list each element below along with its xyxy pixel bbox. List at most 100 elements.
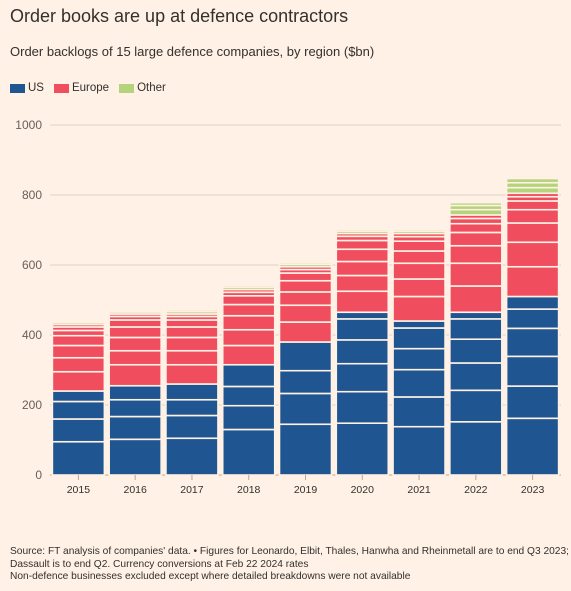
bar-segment-europe-2017-2	[165, 336, 219, 352]
bar-segment-europe-2017-3	[165, 326, 219, 339]
bar-segment-europe-2022-1	[449, 262, 503, 287]
bar-segment-other-2023-0	[505, 186, 560, 195]
bar-segment-europe-2018-1	[221, 328, 276, 347]
bar-segment-us-2023-2	[505, 355, 560, 387]
bar-segment-us-2022-0	[449, 420, 503, 476]
bar-segment-europe-2022-3	[449, 231, 503, 247]
bar-segment-europe-2021-0	[392, 295, 446, 322]
y-tick-label-800: 800	[22, 188, 42, 202]
legend: US Europe Other	[10, 82, 166, 94]
bar-segment-europe-2022-0	[449, 285, 503, 314]
bar-segment-us-2016-3	[108, 384, 162, 401]
legend-label-us: US	[28, 82, 44, 94]
bar-segment-us-2023-0	[505, 417, 560, 476]
bar-segment-us-2018-3	[221, 363, 276, 388]
bar-segment-us-2020-1	[335, 390, 390, 425]
bar-segment-other-2020-1	[335, 228, 390, 232]
x-tick-label-2015: 2015	[67, 484, 91, 496]
bar-segment-us-2017-2	[165, 398, 219, 417]
bar-segment-other-2019-1	[278, 261, 333, 266]
x-tick-label-2019: 2019	[294, 484, 318, 496]
bar-segment-europe-2015-1	[51, 356, 106, 373]
bar-segment-europe-2016-3	[108, 326, 162, 339]
bar-segment-europe-2018-3	[221, 303, 276, 317]
bar-segment-europe-2016-2	[108, 336, 162, 352]
bar-segment-europe-2020-1	[335, 274, 390, 293]
stacked-bar-chart: 0 200 400 600 800 1000 2015 2016 2017 2018 2019 202…	[15, 118, 561, 496]
bar-segment-europe-2021-1	[392, 278, 446, 298]
bar-segment-us-2020-5	[335, 311, 390, 320]
bar-segment-europe-2019-4	[278, 272, 333, 282]
bar-segment-europe-2016-0	[108, 363, 162, 387]
y-tick-label-600: 600	[22, 258, 42, 272]
bar-segment-europe-2017-4	[165, 319, 219, 328]
bar-segment-us-2021-0	[392, 425, 446, 476]
bar-segment-europe-2019-0	[278, 321, 333, 343]
bar-segment-europe-2020-0	[335, 290, 390, 314]
y-tick-label-200: 200	[22, 398, 42, 412]
bar-segment-europe-2015-0	[51, 370, 106, 392]
legend-item-other: Other	[119, 82, 166, 94]
x-tick-label-2017: 2017	[180, 484, 204, 496]
x-tick-label-2021: 2021	[407, 484, 431, 496]
bar-segment-europe-2022-2	[449, 244, 503, 265]
bar-segment-us-2018-0	[221, 428, 276, 476]
bar-segment-us-2023-5	[505, 295, 560, 310]
bar-segment-europe-2023-1	[505, 241, 560, 268]
legend-label-other: Other	[137, 82, 166, 94]
bar-segment-us-2020-2	[335, 362, 390, 393]
bar-segment-europe-2018-0	[221, 344, 276, 366]
bar-segment-europe-2019-2	[278, 291, 333, 307]
bar-segment-us-2016-1	[108, 415, 162, 441]
legend-item-us: US	[10, 82, 44, 94]
bar-segment-us-2017-1	[165, 414, 219, 440]
bar-segment-us-2022-4	[449, 318, 503, 340]
source-line-2: Dassault is to end Q2. Currency conversi…	[10, 558, 309, 570]
bar-segment-europe-2020-3	[335, 248, 390, 263]
bar-segment-other-2021-1	[392, 228, 446, 232]
bar-segment-us-2019-0	[278, 423, 333, 476]
bar-segment-us-2023-4	[505, 308, 560, 330]
bar-segment-europe-2023-3	[505, 208, 560, 224]
bar-segment-other-2016-1	[108, 309, 162, 313]
bar-segment-europe-2023-0	[505, 265, 560, 298]
bar-segment-europe-2015-2	[51, 344, 106, 359]
bar-segment-us-2018-1	[221, 404, 276, 431]
bar-segment-europe-2021-3	[392, 250, 446, 265]
source-line-3: Non-defence businesses excluded except w…	[10, 571, 411, 582]
bar-segment-europe-2021-4	[392, 240, 446, 252]
legend-label-europe: Europe	[71, 82, 110, 94]
chart-subtitle: Order backlogs of 15 large defence compa…	[10, 44, 375, 59]
bar-segment-europe-2015-3	[51, 334, 106, 347]
source-line-1: Source: FT analysis of companies' data. …	[10, 546, 569, 557]
legend-swatch-europe	[53, 83, 69, 93]
bar-segment-us-2022-5	[449, 311, 503, 320]
x-tick-label-2020: 2020	[351, 484, 375, 496]
bar-segment-us-2020-4	[335, 318, 390, 341]
bar-segment-us-2023-3	[505, 327, 560, 358]
bar-segment-other-2017-1	[165, 309, 219, 313]
bar-segment-us-2021-5	[392, 320, 446, 329]
bar-segment-us-2022-3	[449, 338, 503, 364]
bar-segment-us-2021-2	[392, 368, 446, 398]
bar-segment-europe-2023-4	[505, 200, 560, 211]
x-tick-label-2022: 2022	[464, 484, 488, 496]
bar-segment-europe-2019-1	[278, 304, 333, 323]
source-note: Source: FT analysis of companies' data. …	[10, 546, 569, 584]
bar-segment-us-2018-2	[221, 385, 276, 407]
bar-segment-us-2015-0	[51, 440, 106, 476]
bar-segment-us-2019-2	[278, 369, 333, 395]
bar-segment-europe-2020-2	[335, 260, 390, 277]
bar-segment-us-2022-2	[449, 362, 503, 392]
bar-segment-europe-2016-4	[108, 319, 162, 328]
bar-segment-us-2021-1	[392, 396, 446, 428]
bar-segment-other-2023-2	[505, 177, 560, 184]
legend-item-europe: Europe	[53, 82, 110, 94]
bar-segment-us-2020-0	[335, 422, 390, 476]
y-tick-label-400: 400	[22, 328, 42, 342]
x-tick-label-2018: 2018	[237, 484, 261, 496]
bar-segment-us-2019-1	[278, 392, 333, 426]
bar-segment-us-2020-3	[335, 339, 390, 365]
legend-swatch-us	[10, 83, 25, 93]
bar-segment-us-2017-0	[165, 437, 219, 476]
